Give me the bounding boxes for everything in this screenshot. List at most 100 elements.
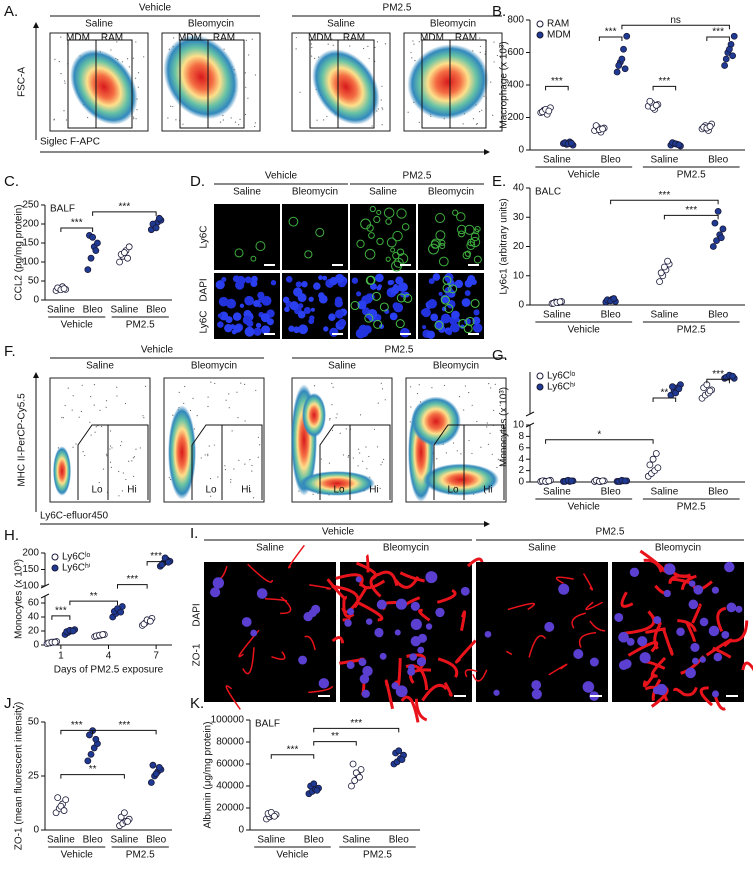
event-dot xyxy=(376,446,379,448)
nucleus xyxy=(653,616,662,625)
junction xyxy=(668,574,694,585)
data-point xyxy=(152,224,160,232)
nucleus xyxy=(344,619,352,627)
event-dot xyxy=(254,74,257,76)
cell xyxy=(451,310,460,320)
gate-label: Lo xyxy=(333,485,345,496)
event-dot xyxy=(143,417,145,419)
cell xyxy=(438,291,443,296)
x-tick-label: Bleo xyxy=(146,305,166,316)
event-dot xyxy=(84,454,86,457)
y-tick-label: 0 xyxy=(518,300,524,311)
significance-label: ** xyxy=(331,731,339,742)
legend-label: Ly6Cˡᵒ xyxy=(547,371,576,382)
flow-plot: Lo Hi xyxy=(405,377,507,503)
event-dot xyxy=(323,119,325,121)
condition-header: Bleomycin xyxy=(191,361,237,372)
event-dot xyxy=(320,458,323,460)
condition-header: Saline xyxy=(369,187,397,198)
significance-label: ** xyxy=(90,591,98,602)
event-dot xyxy=(431,387,433,389)
cell xyxy=(427,299,437,309)
cell xyxy=(383,207,395,219)
cell xyxy=(221,277,227,283)
event-dot xyxy=(363,47,365,50)
junction xyxy=(680,574,697,590)
y-tick-label: 150 xyxy=(22,238,39,249)
cell-ring xyxy=(350,301,360,311)
x-tick-label: Saline xyxy=(47,835,75,846)
event-dot xyxy=(200,457,202,459)
x-tick-label: Bleo xyxy=(601,155,621,166)
event-dot xyxy=(64,82,66,84)
data-point xyxy=(84,266,92,274)
x-tick-label: Saline xyxy=(110,835,138,846)
nucleus xyxy=(355,576,362,583)
cell xyxy=(360,218,371,230)
cell xyxy=(309,315,315,321)
data-point xyxy=(313,787,321,794)
cell xyxy=(310,307,315,312)
data-point xyxy=(152,770,160,778)
micrograph xyxy=(612,549,753,711)
event-dot xyxy=(230,478,232,481)
cell xyxy=(261,325,271,335)
cell xyxy=(399,327,410,338)
nucleus xyxy=(410,635,421,647)
micrograph xyxy=(282,273,348,339)
nucleus xyxy=(256,588,268,599)
event-dot xyxy=(173,37,175,39)
event-dot xyxy=(487,443,490,445)
data-point xyxy=(646,461,654,469)
cell xyxy=(452,209,459,216)
event-dot xyxy=(490,81,492,83)
significance-bracket xyxy=(663,214,719,220)
cell xyxy=(233,324,242,333)
junction xyxy=(571,612,587,629)
cell xyxy=(239,303,245,308)
nucleus xyxy=(410,601,420,611)
data-point xyxy=(656,278,663,286)
arrow-head xyxy=(33,372,39,378)
nucleus xyxy=(655,683,668,696)
condition-header: Bleomycin xyxy=(655,543,701,554)
data-point xyxy=(87,254,95,262)
note: BALF xyxy=(50,204,75,215)
data-point xyxy=(147,779,155,786)
cell xyxy=(253,299,261,307)
data-point xyxy=(545,107,553,115)
nucleus xyxy=(346,661,355,670)
event-dot xyxy=(476,420,478,423)
nucleus xyxy=(409,653,417,661)
density-blob xyxy=(423,463,499,496)
gate xyxy=(207,39,245,129)
y-tick-label: 200 xyxy=(507,112,524,123)
event-dot xyxy=(416,392,419,395)
micrograph xyxy=(282,204,348,270)
event-dot xyxy=(207,405,209,408)
event-dot xyxy=(105,400,108,402)
cell xyxy=(297,293,307,303)
nucleus xyxy=(582,681,595,693)
significance-label: *** xyxy=(659,76,671,87)
nucleus xyxy=(379,652,387,660)
cell xyxy=(428,243,439,255)
event-dot xyxy=(472,118,475,120)
data-point xyxy=(675,385,683,393)
gate-label: Lo xyxy=(205,485,217,496)
event-dot xyxy=(492,114,494,116)
event-dot xyxy=(207,453,209,455)
event-dot xyxy=(72,395,74,397)
y-tick-label: 0 xyxy=(518,145,524,156)
event-dot xyxy=(109,461,112,463)
event-dot xyxy=(93,384,96,386)
group-header: PM2.5 xyxy=(596,527,625,538)
junction xyxy=(691,603,702,624)
cell xyxy=(288,325,295,332)
x-tick-label: Bleo xyxy=(389,835,409,846)
cell xyxy=(313,282,321,290)
significance-bracket xyxy=(545,85,569,91)
y-tick-label: 30 xyxy=(513,212,525,223)
nucleus xyxy=(618,631,629,643)
data-point xyxy=(649,455,657,463)
